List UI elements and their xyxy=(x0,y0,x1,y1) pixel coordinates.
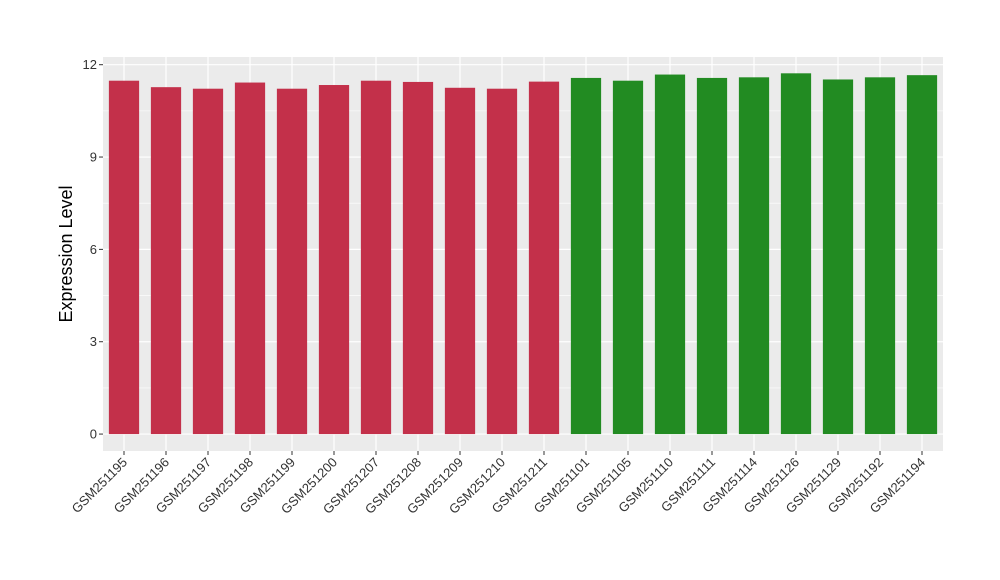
bar-GSM251198 xyxy=(234,82,266,435)
bar-GSM251192 xyxy=(864,77,896,435)
bar-GSM251126 xyxy=(780,73,812,435)
bar-GSM251110 xyxy=(654,74,686,435)
bar-GSM251195 xyxy=(108,80,140,435)
bar-GSM251210 xyxy=(486,88,518,435)
bar-GSM251105 xyxy=(612,80,644,435)
bar-GSM251197 xyxy=(192,88,224,435)
bars xyxy=(108,73,938,435)
plot-panel xyxy=(103,57,943,451)
bar-GSM251211 xyxy=(528,81,560,435)
y-tick-label: 9 xyxy=(90,150,97,165)
y-axis-title: Expression Level xyxy=(56,185,76,322)
bar-GSM251208 xyxy=(402,81,434,435)
y-tick-label: 3 xyxy=(90,334,97,349)
bar-GSM251114 xyxy=(738,77,770,435)
bar-GSM251129 xyxy=(822,79,854,435)
y-tick-label: 6 xyxy=(90,242,97,257)
bar-GSM251209 xyxy=(444,87,476,435)
bar-GSM251207 xyxy=(360,80,392,435)
y-tick-label: 12 xyxy=(83,57,97,72)
y-tick-label: 0 xyxy=(90,427,97,442)
bar-GSM251101 xyxy=(570,77,602,435)
y-axis: 0 3 6 9 12 xyxy=(83,57,103,442)
bar-GSM251200 xyxy=(318,85,350,435)
bar-GSM251199 xyxy=(276,88,308,435)
bar-GSM251196 xyxy=(150,87,182,435)
bar-GSM251194 xyxy=(906,75,938,435)
x-axis: GSM251195GSM251196GSM251197GSM251198GSM2… xyxy=(69,451,928,517)
bar-GSM251111 xyxy=(696,77,728,435)
